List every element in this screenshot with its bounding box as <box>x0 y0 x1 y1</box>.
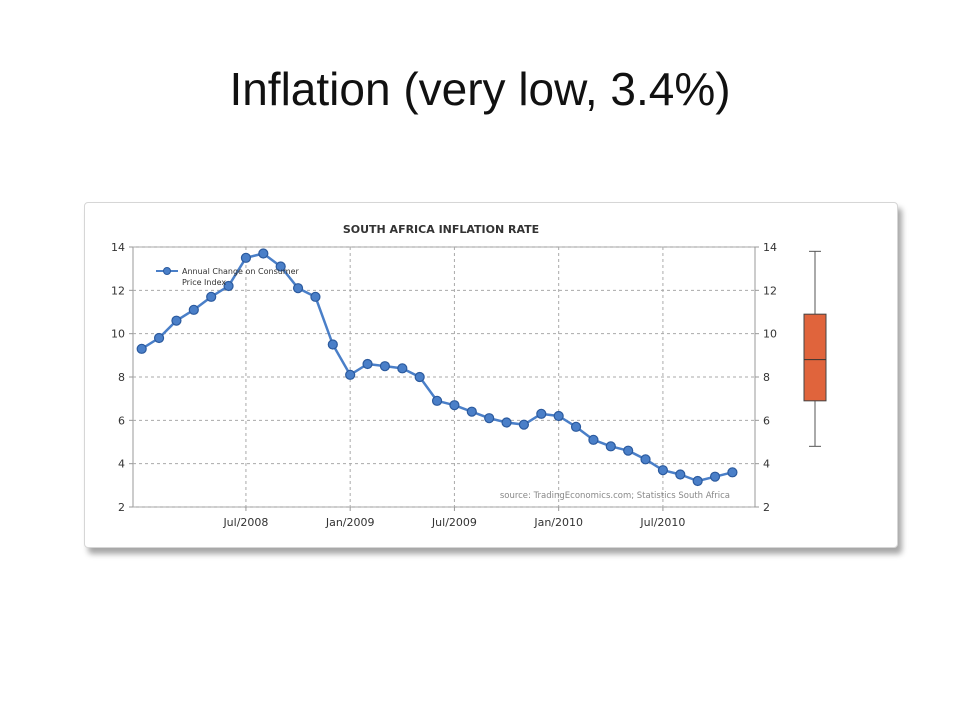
y-tick-label-right: 2 <box>763 501 770 514</box>
data-point <box>414 371 425 383</box>
legend-marker <box>163 267 171 275</box>
data-point <box>727 467 738 478</box>
x-tick-label: Jul/2008 <box>222 516 268 529</box>
x-tick-label: Jan/2009 <box>325 516 375 529</box>
chart-title: SOUTH AFRICA INFLATION RATE <box>343 223 539 236</box>
legend: Annual Change on Consumer Price Index <box>156 267 300 287</box>
data-point <box>536 408 547 419</box>
data-point <box>240 252 252 263</box>
legend-label-continued: Price Index <box>182 278 226 287</box>
x-tick-label: Jan/2010 <box>533 516 583 529</box>
data-point <box>275 261 286 272</box>
data-point <box>553 410 564 422</box>
chart-panel: SOUTH AFRICA INFLATION RATE 2 2 4 4 6 6 8 8 10 10… <box>84 202 898 548</box>
source-note: source: TradingEconomics.com; Statistics… <box>500 491 730 501</box>
series-line <box>136 248 738 487</box>
data-point <box>692 475 703 487</box>
y-tick-label-left: 14 <box>111 241 125 254</box>
data-point <box>709 471 721 482</box>
data-point <box>431 395 443 406</box>
y-tick-label-right: 12 <box>763 284 777 297</box>
y-tick-label-right: 4 <box>763 458 770 471</box>
data-point <box>153 332 165 344</box>
y-tick-label-left: 12 <box>111 284 125 297</box>
legend-label: Annual Change on Consumer <box>182 267 300 276</box>
x-tick-label: Jul/2010 <box>639 516 685 529</box>
data-point <box>588 434 599 445</box>
data-point <box>657 465 669 476</box>
data-point <box>327 339 338 350</box>
data-point <box>345 369 356 380</box>
box-iqr <box>803 313 827 402</box>
y-tick-label-left: 6 <box>118 414 125 427</box>
data-point <box>310 291 321 302</box>
x-tick-label: Jul/2009 <box>431 516 477 529</box>
data-point <box>188 304 199 315</box>
data-point <box>292 283 304 294</box>
data-point <box>397 363 408 374</box>
y-tick-label-right: 6 <box>763 414 770 427</box>
data-point <box>640 454 651 465</box>
y-tick-label-right: 14 <box>763 241 777 254</box>
data-point <box>362 358 373 370</box>
y-tick-label-left: 2 <box>118 501 125 514</box>
data-point <box>570 421 582 432</box>
data-point <box>623 445 634 456</box>
data-point <box>449 400 460 411</box>
data-point <box>223 280 234 292</box>
y-tick-label-left: 8 <box>118 371 125 384</box>
data-point <box>258 248 269 259</box>
data-point <box>675 469 686 480</box>
data-point <box>518 419 530 430</box>
y-tick-label-right: 8 <box>763 371 770 384</box>
y-tick-label-right: 10 <box>763 328 777 341</box>
data-point <box>466 406 477 417</box>
inflation-chart: SOUTH AFRICA INFLATION RATE 2 2 4 4 6 6 8 8 10 10… <box>111 223 827 529</box>
data-point <box>484 413 495 424</box>
data-point <box>379 361 391 372</box>
axes: 2 2 4 4 6 6 8 8 10 10 12 12 14 14 Jul/2008 Jan/2009 Jul/… <box>111 241 777 529</box>
slide-title: Inflation (very low, 3.4%) <box>229 63 731 115</box>
data-point <box>171 315 182 326</box>
data-point <box>605 441 616 452</box>
data-point <box>206 291 217 302</box>
y-tick-label-left: 10 <box>111 328 125 341</box>
box-plot <box>803 250 827 447</box>
data-point <box>501 417 512 428</box>
data-point <box>136 343 147 354</box>
y-tick-label-left: 4 <box>118 458 125 471</box>
